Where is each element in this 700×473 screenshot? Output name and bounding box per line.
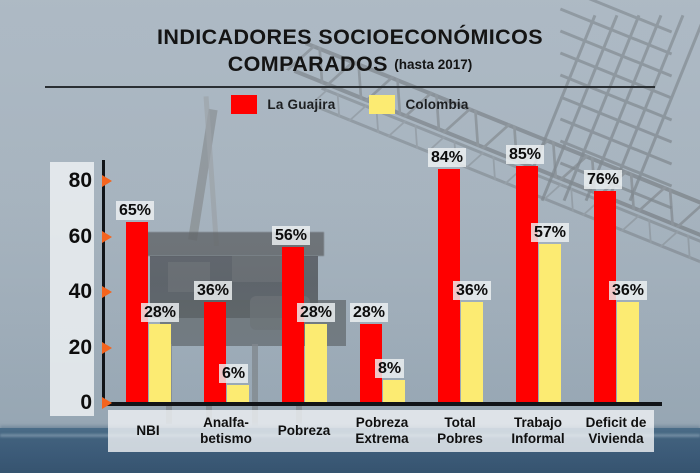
y-axis-tick-label: 0 <box>80 391 92 414</box>
bar-guajira <box>594 191 616 402</box>
category-label-line: betismo <box>200 431 252 446</box>
bar-value-label: 28% <box>350 303 389 323</box>
x-axis-category-label: Trabajo Informal <box>500 410 576 452</box>
bar-colombia <box>461 302 483 402</box>
y-axis-tick: 0 <box>46 390 114 416</box>
rig-leg <box>252 344 258 426</box>
y-axis-tick-label: 40 <box>68 280 92 303</box>
y-axis-label-panel <box>50 162 94 416</box>
y-axis-tick-arrow-icon <box>102 341 112 354</box>
title-main-text: COMPARADOS <box>227 52 388 76</box>
y-axis-tick: 20 <box>46 335 114 361</box>
bar-guajira <box>282 246 304 402</box>
bar-colombia <box>305 324 327 402</box>
legend-label: La Guajira <box>267 97 336 112</box>
category-label-line: Informal <box>511 431 565 446</box>
bar-value-label: 65% <box>116 200 155 220</box>
bar-colombia <box>149 324 171 402</box>
bar-value-label: 28% <box>297 303 336 323</box>
y-axis-tick-label: 80 <box>68 169 92 192</box>
bar-value-label: 36% <box>453 281 492 301</box>
x-axis-category-label: NBI <box>110 410 186 452</box>
x-axis-category-label: Total Pobres <box>422 410 498 452</box>
legend-label: Colombia <box>405 97 469 112</box>
x-axis-baseline <box>102 402 662 406</box>
y-axis-tick-arrow-icon <box>102 286 112 298</box>
x-axis-category-label: Pobreza Extrema <box>344 410 420 452</box>
bar-value-label: 56% <box>272 225 311 245</box>
bar-guajira <box>516 166 538 402</box>
bar-value-label: 6% <box>219 364 249 384</box>
x-axis-category-label: Analfa-betismo <box>188 410 264 452</box>
category-label-line: Analfa- <box>203 415 249 430</box>
x-axis-category-label: Pobreza <box>266 410 342 452</box>
bar-value-label: 36% <box>609 281 648 301</box>
y-axis-tick-label: 20 <box>68 335 92 359</box>
chart-legend: La Guajira Colombia <box>0 95 700 114</box>
legend-swatch-guajira <box>231 95 258 114</box>
category-label-line: Total <box>444 415 476 430</box>
y-axis-tick-label: 60 <box>68 224 92 248</box>
legend-item: La Guajira <box>231 95 335 114</box>
category-label-line: Pobreza <box>277 423 331 438</box>
y-axis-tick: 40 <box>46 279 114 305</box>
category-label-line: Extrema <box>355 431 409 446</box>
x-axis-category-label: Deficit de Vivienda <box>578 410 654 452</box>
bar-colombia <box>617 302 639 402</box>
bar-guajira <box>204 302 226 402</box>
y-axis-line <box>102 160 105 405</box>
y-axis-tick: 60 <box>46 224 114 250</box>
category-label-line: Deficit de <box>585 415 647 430</box>
y-axis-tick-arrow-icon <box>102 175 112 187</box>
bar-guajira <box>126 221 148 402</box>
bar-value-label: 85% <box>506 145 545 165</box>
chart-title: INDICADORES SOCIOECONÓMICOS COMPARADOS (… <box>0 24 700 78</box>
title-line-1: INDICADORES SOCIOECONÓMICOS <box>157 25 543 49</box>
title-divider <box>45 86 655 88</box>
bar-value-label: 76% <box>584 170 623 190</box>
legend-item: Colombia <box>369 95 468 114</box>
bar-value-label: 84% <box>428 147 467 167</box>
category-label-line: NBI <box>136 423 160 438</box>
title-line-2: COMPARADOS (hasta 2017) <box>0 51 700 78</box>
bar-colombia <box>383 379 405 402</box>
bar-colombia <box>227 385 249 402</box>
category-label-line: Trabajo <box>513 415 562 430</box>
bar-value-label: 28% <box>141 303 180 323</box>
rig-structure-block <box>232 256 288 282</box>
y-axis-tick-arrow-icon <box>102 230 112 243</box>
bar-guajira <box>438 168 460 402</box>
bar-value-label: 36% <box>194 281 233 301</box>
category-label-line: Vivienda <box>588 431 644 446</box>
legend-swatch-colombia <box>369 95 396 114</box>
bar-value-label: 8% <box>375 358 405 378</box>
bar-value-label: 57% <box>531 222 570 242</box>
category-label-line: Pobreza <box>355 415 409 430</box>
category-label-band <box>108 410 654 452</box>
bar-colombia <box>539 243 561 402</box>
y-axis-tick: 80 <box>46 168 114 194</box>
bar-guajira <box>360 324 382 402</box>
category-label-line: Pobres <box>437 431 483 446</box>
y-axis-tick-arrow-icon <box>102 397 112 409</box>
title-subtitle: (hasta 2017) <box>394 57 473 72</box>
